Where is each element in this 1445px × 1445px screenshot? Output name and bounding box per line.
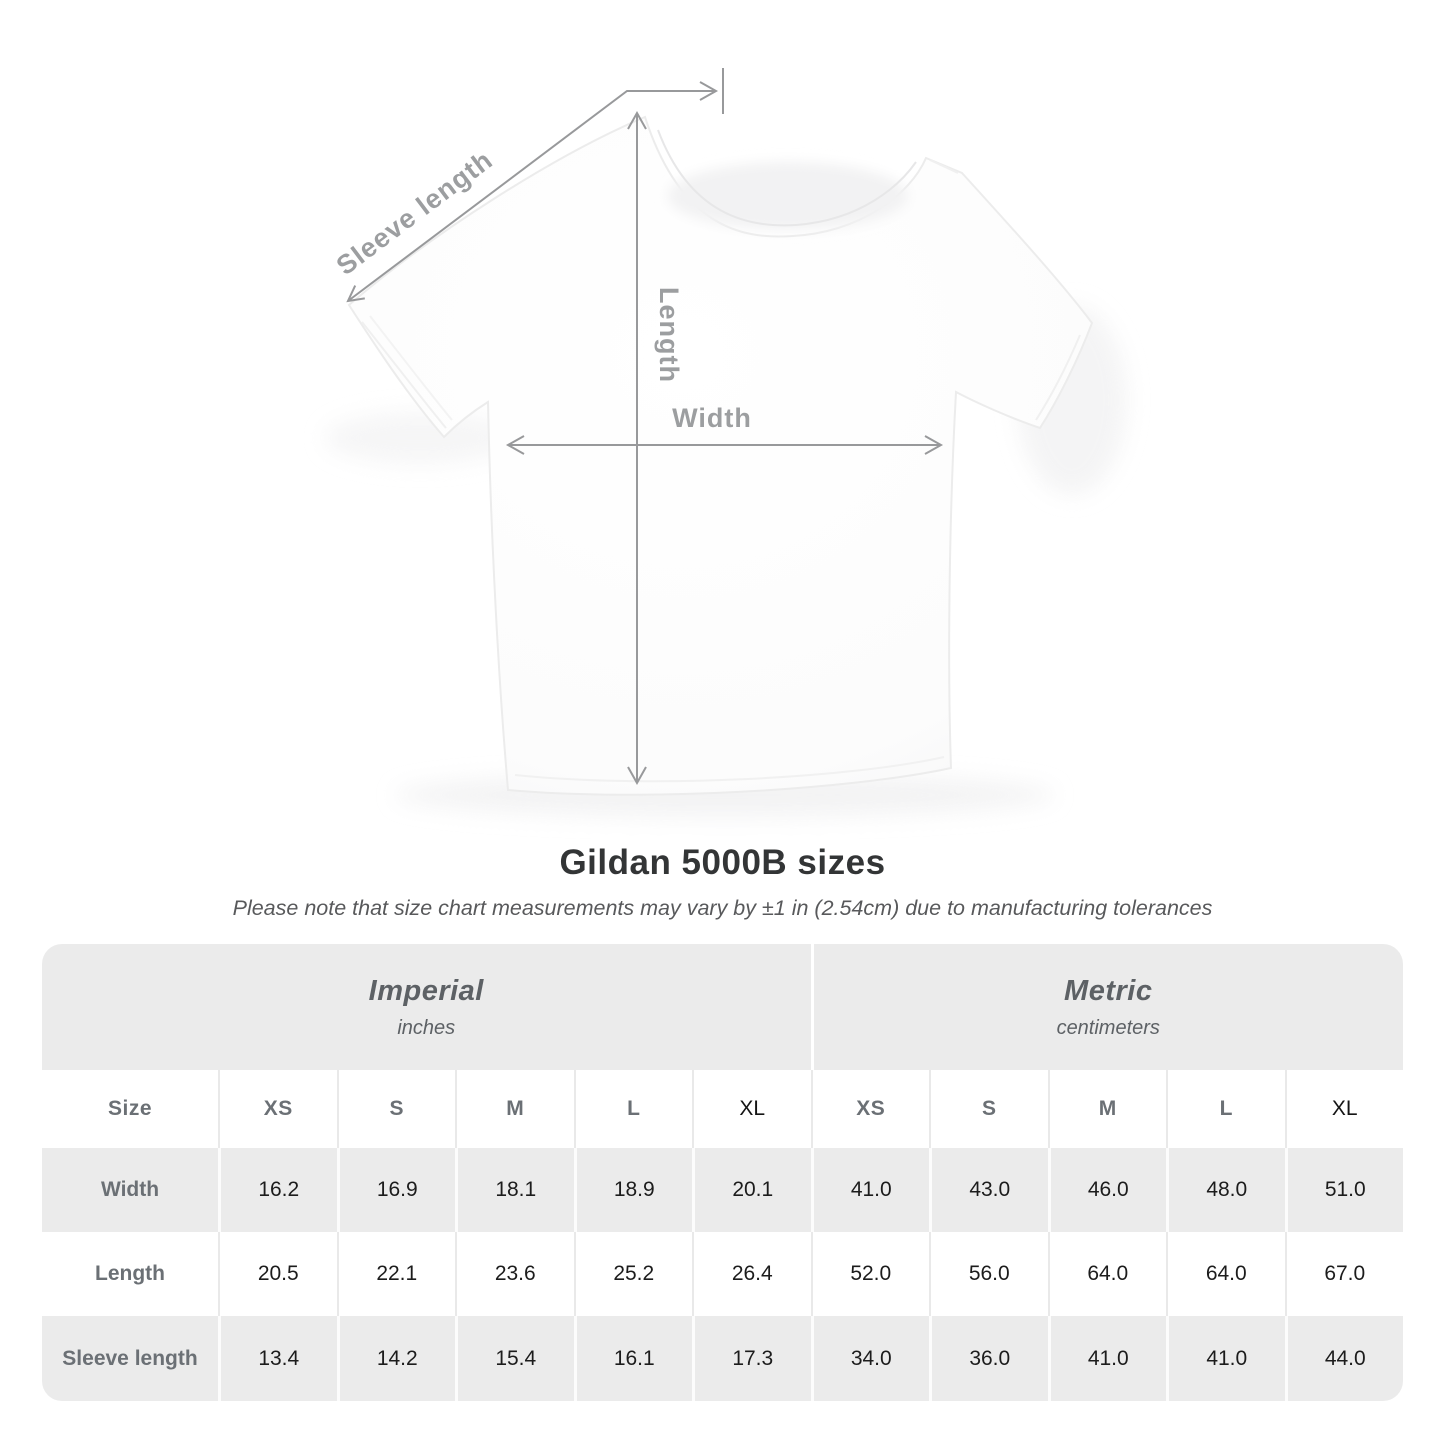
column-header-l-metric: L bbox=[1166, 1070, 1285, 1148]
column-header-m-imperial: M bbox=[455, 1070, 574, 1148]
sleeve-m-imperial: 15.4 bbox=[455, 1316, 574, 1401]
length-s-imperial: 22.1 bbox=[336, 1232, 455, 1316]
sleeve-l-metric: 41.0 bbox=[1166, 1316, 1285, 1401]
sleeve-s-imperial: 14.2 bbox=[336, 1316, 455, 1401]
width-s-imperial: 16.9 bbox=[336, 1148, 455, 1232]
width-l-imperial: 18.9 bbox=[573, 1148, 692, 1232]
unit-group-metric: Metric centimeters bbox=[810, 944, 1403, 1070]
width-m-metric: 46.0 bbox=[1047, 1148, 1166, 1232]
width-xs-metric: 41.0 bbox=[810, 1148, 929, 1232]
length-l-imperial: 25.2 bbox=[573, 1232, 692, 1316]
sleeve-xl-imperial: 17.3 bbox=[692, 1316, 811, 1401]
width-m-imperial: 18.1 bbox=[455, 1148, 574, 1232]
unit-group-imperial-name: Imperial bbox=[368, 974, 484, 1007]
column-header-m-metric: M bbox=[1047, 1070, 1166, 1148]
sleeve-s-metric: 36.0 bbox=[929, 1316, 1048, 1401]
column-header-xl-metric: XL bbox=[1284, 1070, 1403, 1148]
sleeve-xs-metric: 34.0 bbox=[810, 1316, 929, 1401]
length-m-metric: 64.0 bbox=[1047, 1232, 1166, 1316]
width-label: Width bbox=[672, 403, 752, 433]
column-header-xs-metric: XS bbox=[810, 1070, 929, 1148]
length-m-imperial: 23.6 bbox=[455, 1232, 574, 1316]
width-arrow bbox=[505, 435, 944, 455]
length-xl-imperial: 26.4 bbox=[692, 1232, 811, 1316]
width-xl-metric: 51.0 bbox=[1284, 1148, 1403, 1232]
width-s-metric: 43.0 bbox=[929, 1148, 1048, 1232]
sleeve-xs-imperial: 13.4 bbox=[218, 1316, 337, 1401]
length-xs-metric: 52.0 bbox=[810, 1232, 929, 1316]
size-table: Imperial inches Metric centimeters Size … bbox=[42, 944, 1403, 1401]
page-title: Gildan 5000B sizes bbox=[559, 843, 886, 882]
tolerance-note: Please note that size chart measurements… bbox=[232, 896, 1213, 920]
row-label-width: Width bbox=[42, 1148, 218, 1232]
row-label-length: Length bbox=[42, 1232, 218, 1316]
length-xs-imperial: 20.5 bbox=[218, 1232, 337, 1316]
width-xl-imperial: 20.1 bbox=[692, 1148, 811, 1232]
sleeve-xl-metric: 44.0 bbox=[1284, 1316, 1403, 1401]
row-label-sleeve-length: Sleeve length bbox=[42, 1316, 218, 1401]
column-header-l-imperial: L bbox=[573, 1070, 692, 1148]
unit-group-imperial-unit: inches bbox=[397, 1016, 456, 1039]
tshirt-diagram: Sleeve length Length Width bbox=[325, 68, 1127, 817]
length-s-metric: 56.0 bbox=[929, 1232, 1048, 1316]
tshirt-silhouette bbox=[347, 115, 1094, 796]
column-header-size: Size bbox=[42, 1070, 218, 1148]
width-xs-imperial: 16.2 bbox=[218, 1148, 337, 1232]
column-header-xl-imperial: XL bbox=[692, 1070, 811, 1148]
unit-group-metric-unit: centimeters bbox=[1056, 1016, 1160, 1039]
sleeve-l-imperial: 16.1 bbox=[573, 1316, 692, 1401]
tshirt-seams bbox=[361, 129, 1081, 783]
length-xl-metric: 67.0 bbox=[1284, 1232, 1403, 1316]
column-header-xs-imperial: XS bbox=[218, 1070, 337, 1148]
sleeve-m-metric: 41.0 bbox=[1047, 1316, 1166, 1401]
width-l-metric: 48.0 bbox=[1166, 1148, 1285, 1232]
column-header-s-imperial: S bbox=[336, 1070, 455, 1148]
length-arrow bbox=[627, 110, 647, 786]
unit-group-metric-name: Metric bbox=[1064, 974, 1153, 1007]
sleeve-length-arrow bbox=[346, 68, 724, 303]
column-header-s-metric: S bbox=[929, 1070, 1048, 1148]
length-l-metric: 64.0 bbox=[1166, 1232, 1285, 1316]
length-label: Length bbox=[654, 287, 684, 383]
unit-group-imperial: Imperial inches bbox=[42, 944, 811, 1070]
